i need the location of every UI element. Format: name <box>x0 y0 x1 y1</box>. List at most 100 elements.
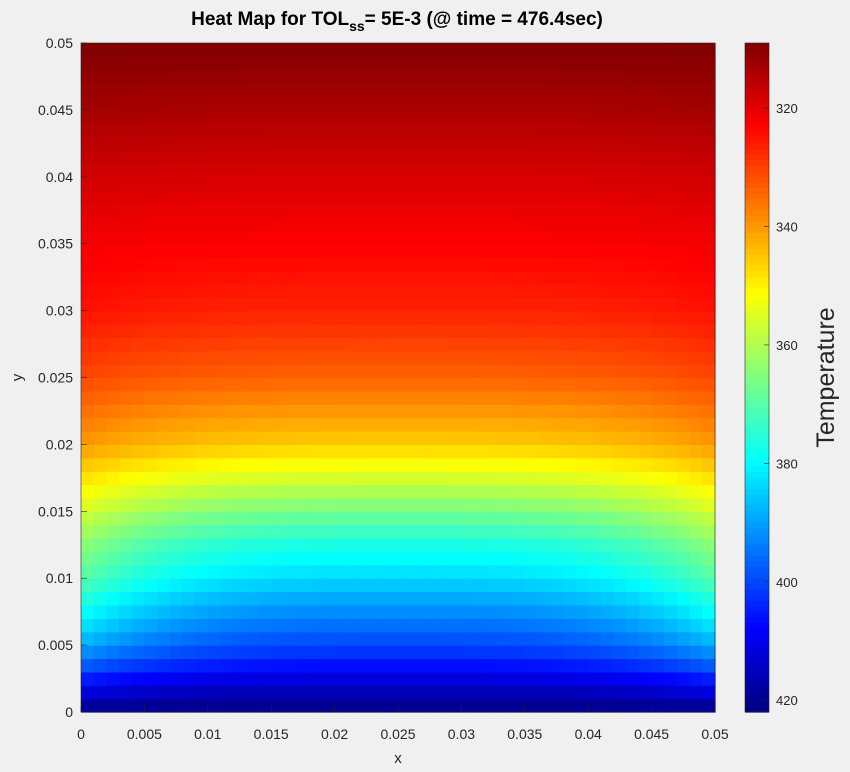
colorbar-swatch <box>745 578 769 585</box>
heat-cell <box>207 497 222 512</box>
x-tick-label: 0.045 <box>634 726 669 742</box>
heat-cell <box>702 404 716 419</box>
heat-cell <box>702 190 716 205</box>
heat-cell <box>600 190 615 205</box>
colorbar-swatch <box>745 444 769 451</box>
heat-cell <box>702 578 716 593</box>
heat-cell <box>195 83 209 98</box>
heat-cell <box>499 698 513 713</box>
heat-cell <box>550 270 564 285</box>
heat-cell <box>702 136 716 151</box>
heat-cell <box>372 310 386 325</box>
heat-cell <box>575 404 589 419</box>
heat-cell <box>474 551 488 566</box>
heat-cell <box>702 390 716 405</box>
heat-cell <box>131 484 145 499</box>
heat-cell <box>220 337 234 352</box>
heat-cell <box>588 538 602 553</box>
heat-cell <box>258 618 272 633</box>
heat-cell <box>537 658 551 673</box>
heat-cell <box>157 417 171 432</box>
heat-cell <box>474 297 488 312</box>
heat-cell <box>347 190 361 205</box>
colorbar-swatch <box>745 204 769 211</box>
heat-cell <box>182 109 196 124</box>
heat-cell <box>93 109 107 124</box>
heat-cell <box>588 96 602 111</box>
heat-cell <box>258 538 272 553</box>
heat-cell <box>309 176 323 191</box>
heat-cell <box>512 431 526 445</box>
heat-cell <box>233 591 247 606</box>
heat-cell <box>562 337 577 352</box>
heat-cell <box>550 163 564 178</box>
heat-cell <box>626 564 640 579</box>
heat-cell <box>600 216 615 231</box>
heat-cell <box>651 457 665 472</box>
heat-cell <box>106 43 120 57</box>
heat-cell <box>321 538 336 553</box>
heat-cell <box>106 645 120 660</box>
colorbar-tick-label: 320 <box>776 101 798 116</box>
heat-cell <box>638 176 653 191</box>
heat-cell <box>550 203 564 218</box>
heat-cell <box>309 257 323 272</box>
heat-cell <box>512 551 526 566</box>
heat-cell <box>524 364 539 379</box>
heat-cell <box>233 83 247 98</box>
heat-cell <box>499 538 513 553</box>
heat-cell <box>410 404 424 419</box>
heat-cell <box>131 377 145 392</box>
heat-cell <box>461 364 475 379</box>
heat-cell <box>600 431 615 445</box>
heat-cell <box>347 283 361 298</box>
heat-cell <box>626 431 640 445</box>
heat-cell <box>131 564 145 579</box>
heat-cell <box>233 685 247 700</box>
x-axis: 0 0.005 0.01 0.015 0.02 0.025 0.03 0.035 0.04 0.0… <box>77 706 729 742</box>
x-tick-label: 0.04 <box>575 726 602 742</box>
heat-cell <box>486 163 501 178</box>
heat-cell <box>258 83 272 98</box>
y-tick-label: 0.005 <box>38 637 73 653</box>
heat-cell <box>106 230 120 245</box>
heat-cell <box>131 163 145 178</box>
chart-title-suffix: = 5E-3 (@ time = 476.4sec) <box>365 9 603 30</box>
heat-cell <box>410 377 424 392</box>
heat-cell <box>702 350 716 365</box>
heat-cell <box>385 150 399 165</box>
heat-cell <box>613 216 627 231</box>
heat-cell <box>512 631 526 646</box>
heat-cell <box>398 297 412 312</box>
heat-cell <box>613 283 627 298</box>
heat-cell <box>702 511 716 526</box>
heat-cell <box>169 243 184 258</box>
heat-cell <box>600 310 615 325</box>
heat-cell <box>626 69 640 84</box>
heat-cell <box>359 216 374 231</box>
heat-cell <box>651 377 665 392</box>
heat-cell <box>233 323 247 338</box>
heat-cell <box>207 538 222 553</box>
heat-cell <box>436 283 450 298</box>
heat-cell <box>537 257 551 272</box>
heat-cell <box>398 123 412 138</box>
heat-cell <box>207 69 222 84</box>
heat-cell <box>169 123 184 138</box>
heat-cell <box>296 69 310 84</box>
colorbar-swatch <box>745 416 769 423</box>
heat-cell <box>81 524 95 539</box>
heat-cell <box>157 297 171 312</box>
heat-cell <box>448 404 462 419</box>
heat-cell <box>448 230 462 245</box>
heat-cell <box>157 283 171 298</box>
heat-cell <box>436 431 450 445</box>
heat-cell <box>207 417 222 432</box>
heat-cell <box>550 297 564 312</box>
heat-cell <box>169 350 184 365</box>
heat-cell <box>119 564 133 579</box>
heat-cell <box>157 404 171 419</box>
heat-cell <box>423 618 437 633</box>
heat-cell <box>182 471 196 486</box>
heat-cell <box>410 43 424 57</box>
